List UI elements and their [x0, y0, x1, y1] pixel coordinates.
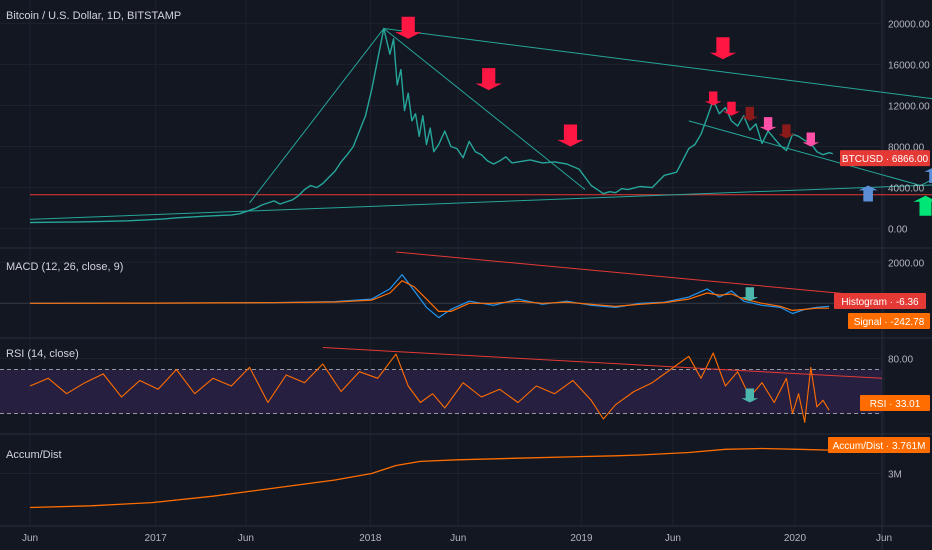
macd-series-line: [29, 274, 830, 319]
x-tick-label: 2017: [145, 533, 168, 544]
value-badges: BTCUSD · 6866.00 Histogram · -6.36 Signal …: [828, 150, 930, 453]
rsi-trendline: [322, 347, 883, 379]
rising-support-trendline: [29, 184, 932, 220]
red-down-arrow-icon: [709, 37, 737, 60]
y-axis: 20000.00 16000.00 12000.00 8000.00 4000.00 0.…: [888, 19, 930, 480]
x-tick-label: Jun: [665, 533, 681, 544]
rsi-badge: RSI · 33.01: [870, 399, 921, 410]
trendlines: [29, 28, 932, 379]
cluster-down-arrow-icon: [723, 101, 740, 116]
histogram-badge-bg: [834, 293, 926, 309]
rally-trendline: [249, 28, 385, 204]
accumdist-title: Accum/Dist: [6, 449, 62, 461]
x-tick-label: 2019: [570, 533, 593, 544]
signal-series-line: [29, 280, 830, 312]
price-badge-bg: [840, 150, 930, 167]
histogram-badge: Histogram · -6.36: [841, 297, 919, 308]
signal-badge-bg: [848, 313, 930, 329]
y-tick-label: 12000.00: [888, 101, 930, 112]
macd-title: MACD (12, 26, close, 9): [6, 261, 123, 273]
price-badge: BTCUSD · 6866.00: [842, 154, 929, 165]
green-up-arrow-icon: [913, 195, 932, 216]
decline-trendline: [383, 28, 586, 191]
y-tick-label: 4000.00: [888, 184, 925, 195]
y-tick-label: 0.00: [888, 225, 908, 236]
x-tick-label: 2018: [359, 533, 382, 544]
cluster-down-arrow-icon: [741, 106, 759, 121]
blue-up-arrow-icon: [858, 185, 878, 202]
rsi-title: RSI (14, close): [6, 348, 79, 360]
y-tick-label: 16000.00: [888, 60, 930, 71]
y-tick-label: 20000.00: [888, 19, 930, 30]
accumdist-badge-bg: [828, 437, 930, 453]
cluster-down-arrow-icon: [759, 117, 777, 132]
grid: [0, 0, 885, 526]
signal-badge: Signal · -242.78: [854, 317, 925, 328]
red-down-arrow-icon: [557, 124, 584, 147]
macd-trendline: [395, 251, 883, 298]
x-tick-label: Jun: [450, 533, 466, 544]
falling-resistance-trendline: [383, 28, 932, 100]
cluster-down-arrow-icon: [704, 91, 722, 106]
rsi-teal-arrow-icon: [741, 388, 759, 403]
x-tick-label: Jun: [876, 533, 892, 544]
rsi-band: [0, 369, 882, 414]
rsi-series-line: [29, 352, 830, 423]
red-down-arrow-icon: [395, 16, 422, 39]
y-tick-label: 8000.00: [888, 143, 925, 154]
accumdist-series-line: [29, 447, 830, 509]
symbol-title: Bitcoin / U.S. Dollar, 1D, BITSTAMP: [6, 10, 181, 22]
y-tick-label: 3M: [888, 470, 902, 481]
red-down-arrow-icon: [475, 68, 502, 91]
channel-trendline: [688, 120, 921, 186]
macd-teal-arrow-icon: [741, 287, 759, 302]
x-tick-label: Jun: [238, 533, 254, 544]
accumdist-badge: Accum/Dist · 3.761M: [833, 441, 926, 452]
rsi-badge-bg: [860, 395, 930, 411]
cluster-down-arrow-icon: [802, 132, 820, 147]
cluster-down-arrow-icon: [778, 124, 795, 139]
annotations-layer: [395, 16, 932, 403]
x-axis: Jun2017Jun2018Jun2019Jun2020Jun2021: [22, 533, 892, 544]
x-tick-label: 2020: [784, 533, 807, 544]
y-tick-label: 2000.00: [888, 258, 925, 269]
y-tick-label: 80.00: [888, 355, 913, 366]
x-tick-label: Jun: [22, 533, 38, 544]
blue-up-arrow-icon: [924, 168, 932, 184]
